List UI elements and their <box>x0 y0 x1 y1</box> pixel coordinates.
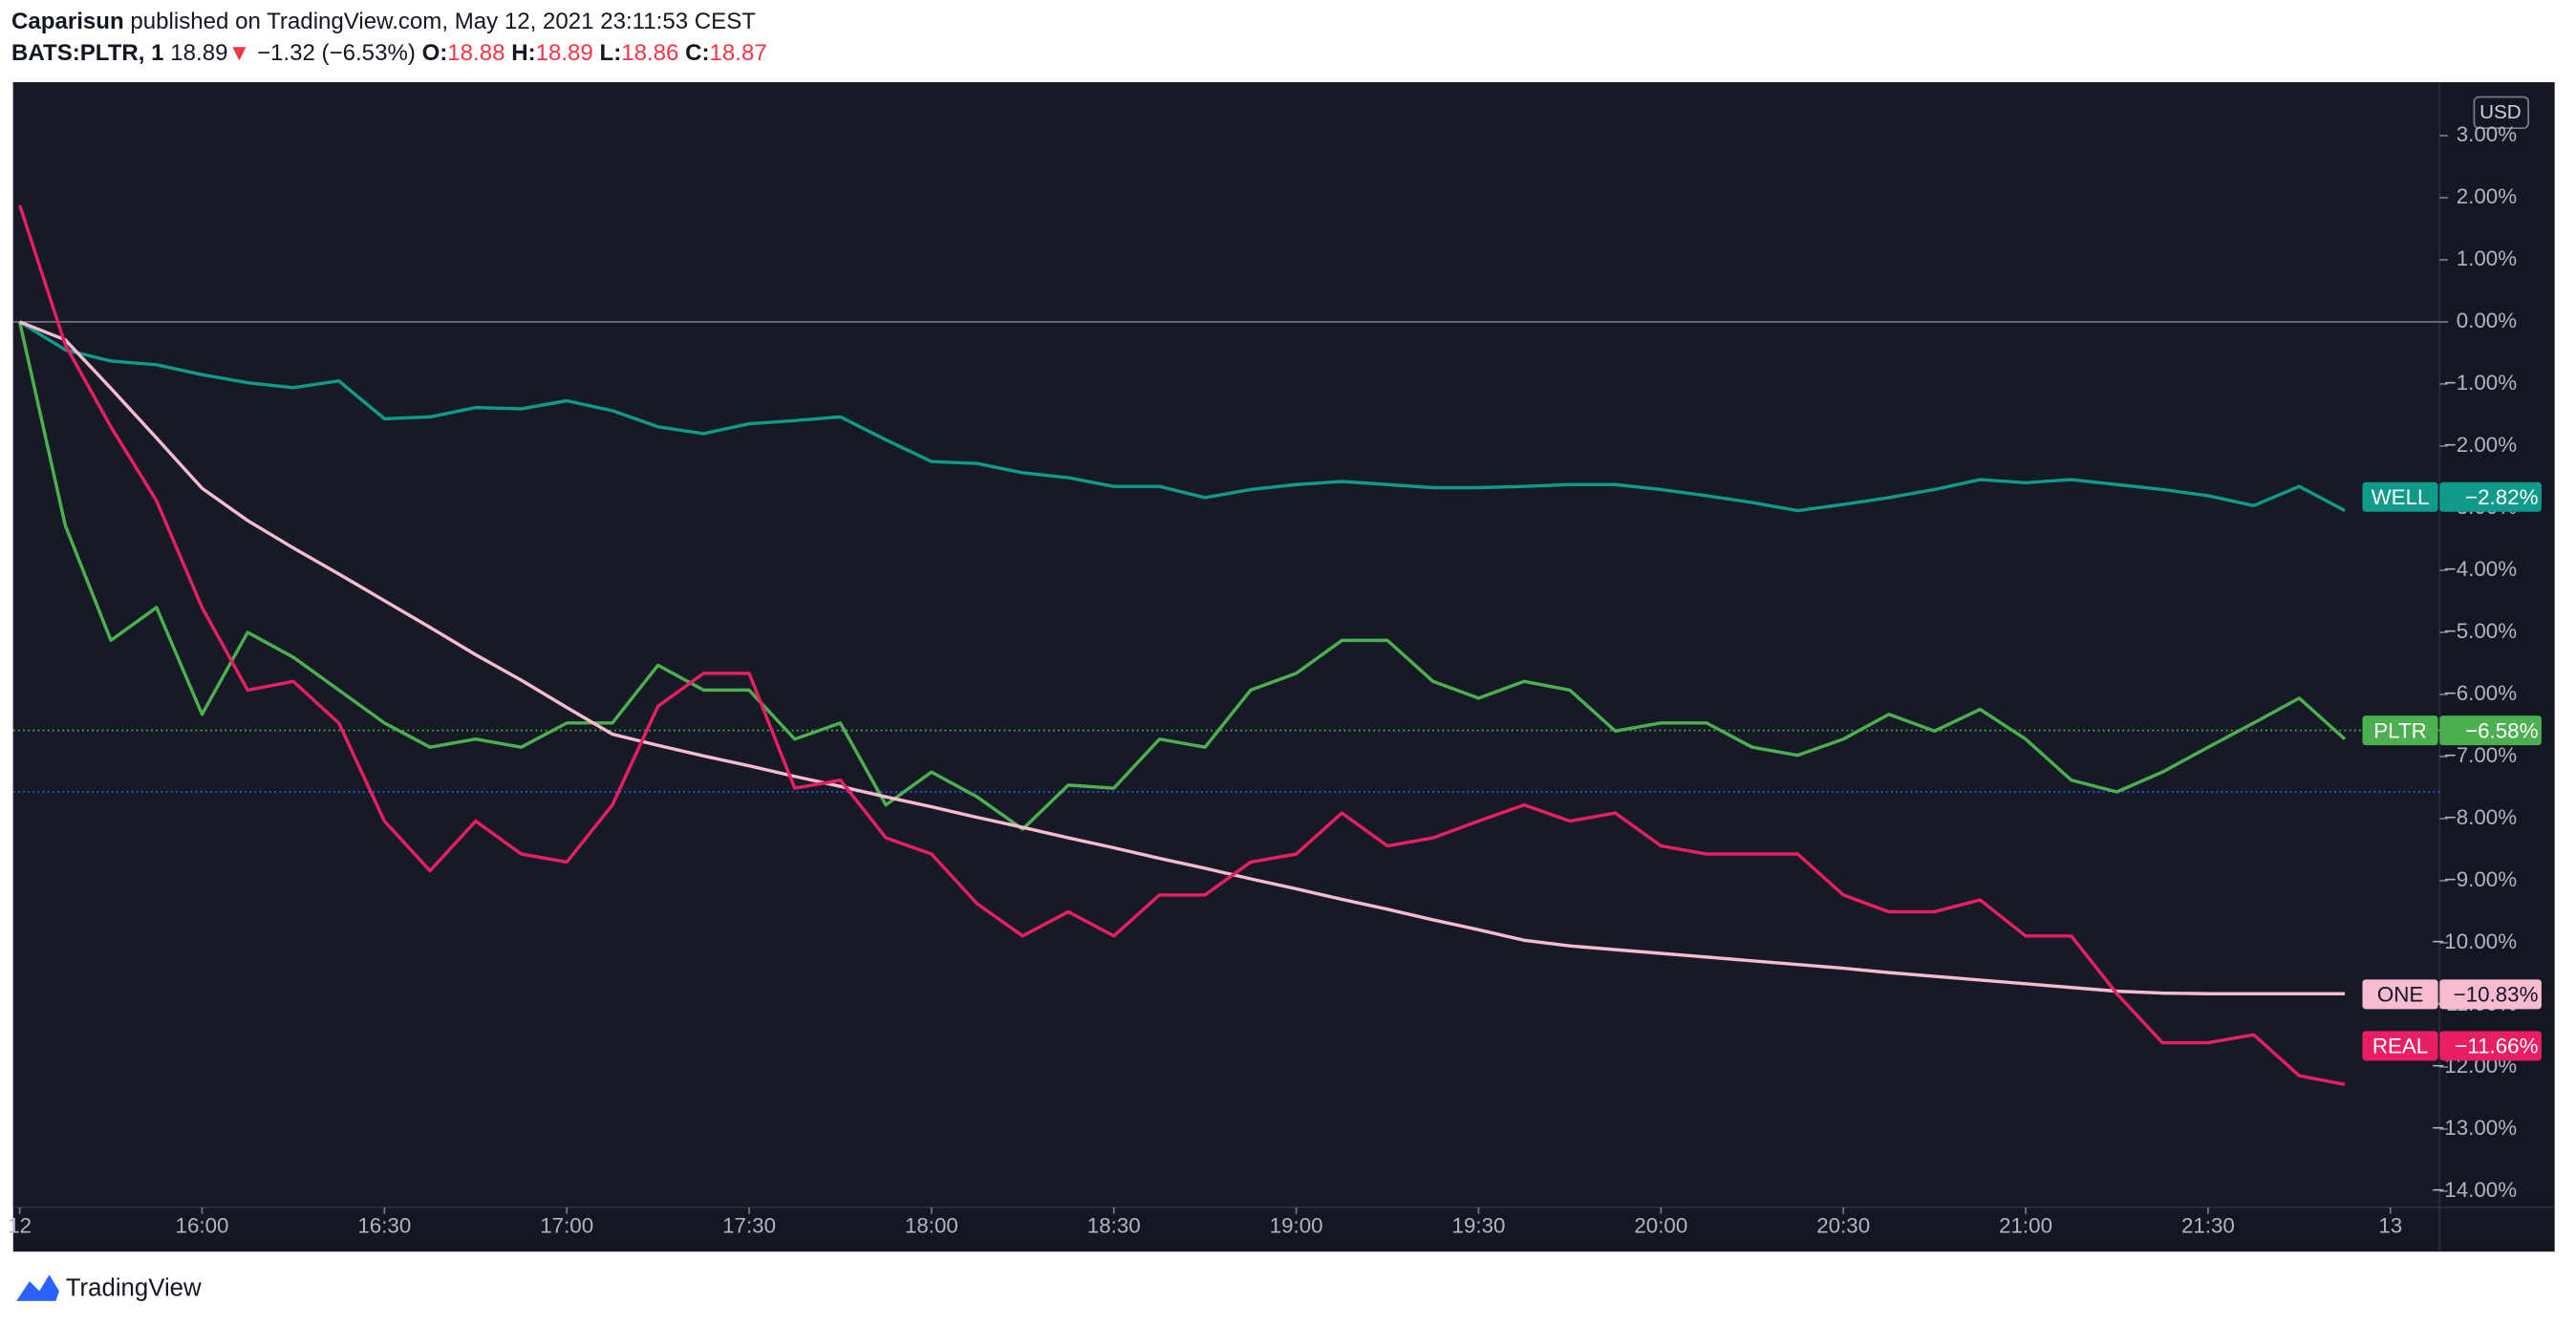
x-tick-label: 18:30 <box>1087 1213 1141 1237</box>
y-tick-label: −13.00% <box>2432 1116 2517 1140</box>
y-tick-label: −2.00% <box>2444 433 2518 457</box>
x-tick-label: 17:00 <box>540 1213 593 1237</box>
y-tick-label: −9.00% <box>2444 867 2518 891</box>
y-tick-label: −4.00% <box>2444 557 2518 581</box>
x-tick-label: 16:30 <box>357 1213 411 1237</box>
y-tick-label: −1.00% <box>2444 371 2518 395</box>
currency-box <box>2473 96 2529 130</box>
badge-name-box <box>2362 481 2438 512</box>
badge-name-box <box>2362 1031 2438 1061</box>
ohlc-value: 18.89 <box>536 40 593 66</box>
badge-value: −10.83% <box>2454 983 2539 1007</box>
x-tick-label: 20:00 <box>1634 1213 1687 1237</box>
x-tick-label: 21:30 <box>2181 1213 2235 1237</box>
badge-name-box <box>2362 715 2438 746</box>
header-line-1: Caparisun published on TradingView.com, … <box>11 10 756 35</box>
series-line <box>18 320 2346 513</box>
footer: TradingView <box>66 1275 202 1302</box>
badge-name: REAL <box>2372 1034 2428 1057</box>
y-tick-label: 3.00% <box>2457 122 2517 146</box>
ohlc-label: L: <box>600 40 622 66</box>
x-tick-label: 12 <box>8 1213 32 1237</box>
series-badge: ONE −10.83% <box>2362 979 2542 1010</box>
badge-name: ONE <box>2377 983 2423 1007</box>
ohlc-value: 18.88 <box>447 40 504 66</box>
y-tick-label: 2.00% <box>2457 184 2517 208</box>
badge-value-box <box>2439 715 2542 746</box>
ohlc-label: H: <box>511 40 535 66</box>
x-tick-label: 19:30 <box>1452 1213 1506 1237</box>
badge-value: −2.82% <box>2465 485 2539 509</box>
ohlc-value: 18.86 <box>621 40 678 66</box>
published: published on TradingView.com, May 12, 20… <box>130 10 756 35</box>
x-tick-label: 20:30 <box>1816 1213 1870 1237</box>
price: 18.89 <box>170 40 227 66</box>
badge-value-box <box>2439 481 2542 512</box>
badge-value: −6.58% <box>2465 718 2539 742</box>
series-badge: PLTR −6.58% <box>2362 715 2542 746</box>
logo <box>16 1274 59 1301</box>
arrow: ▼ <box>227 40 250 66</box>
footer-logo <box>16 1274 59 1301</box>
series-line <box>17 204 2346 1086</box>
y-tick-label: −6.00% <box>2444 681 2518 705</box>
x-tick-label: 16:00 <box>176 1213 229 1237</box>
plot <box>12 204 2440 1086</box>
y-tick-label: −14.00% <box>2432 1178 2517 1202</box>
symbol: BATS:PLTR, 1 <box>11 40 164 66</box>
series-badge: REAL −11.66% <box>2362 1031 2542 1061</box>
y-tick-label: −7.00% <box>2444 743 2518 767</box>
author: Caparisun <box>11 10 124 35</box>
x-tick-label: 13 <box>2378 1213 2402 1237</box>
badge-name-box <box>2362 979 2438 1010</box>
badge-name: WELL <box>2372 485 2430 509</box>
badge-name: PLTR <box>2373 718 2426 742</box>
y-tick-label: −8.00% <box>2444 805 2518 829</box>
series-line <box>19 320 2346 995</box>
badge-value: −11.66% <box>2455 1034 2538 1057</box>
x-tick-label: 19:00 <box>1270 1213 1323 1237</box>
x-tick-label: 21:00 <box>1999 1213 2052 1237</box>
ohlc-value: 18.87 <box>710 40 767 66</box>
plot-area <box>12 82 2440 1207</box>
series-badge: WELL −2.82% <box>2362 481 2542 512</box>
x-tick-label: 18:00 <box>905 1213 958 1237</box>
x-tick-label: 17:30 <box>722 1213 776 1237</box>
badge-value-box <box>2439 979 2542 1010</box>
y-tick-label: 0.00% <box>2457 309 2517 332</box>
currency: USD <box>2479 101 2522 123</box>
ohlc-label: O: <box>422 40 448 66</box>
ohlc-label: C: <box>685 40 709 66</box>
header-line-2: BATS:PLTR, 1 18.89▼ −1.32 (−6.53%) O:18.… <box>11 40 767 66</box>
series-line <box>17 321 2347 831</box>
change: −1.32 (−6.53%) <box>257 40 416 66</box>
y-tick-label: 1.00% <box>2457 246 2517 270</box>
y-tick-label: −10.00% <box>2432 929 2517 953</box>
y-tick-label: −5.00% <box>2444 619 2518 643</box>
badge-value-box <box>2439 1031 2542 1061</box>
